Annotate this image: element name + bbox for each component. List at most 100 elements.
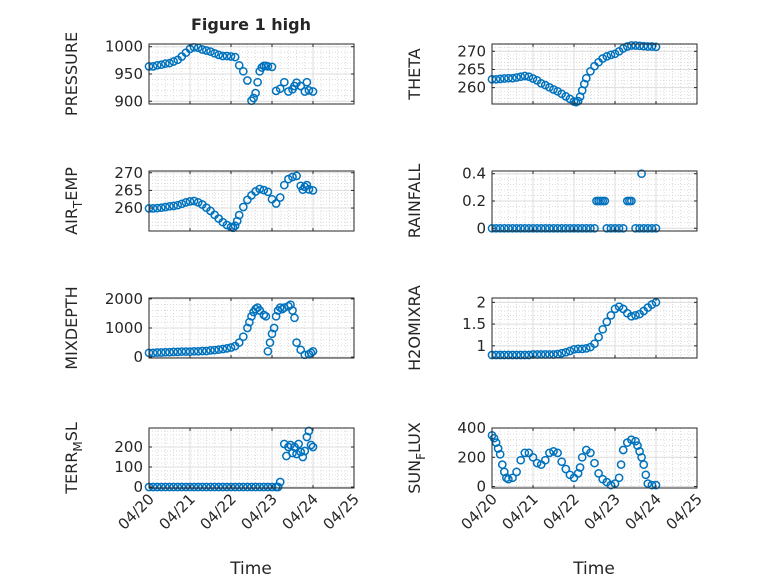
data-point [161, 347, 170, 357]
data-point [156, 348, 166, 357]
data-point [553, 448, 562, 458]
data-point [586, 448, 595, 458]
data-point [156, 60, 166, 70]
data-point [169, 201, 178, 211]
data-point [230, 52, 240, 62]
data-point [512, 73, 521, 82]
data-series [487, 41, 661, 107]
data-point [598, 324, 608, 334]
data-point [618, 44, 628, 53]
data-point [631, 311, 640, 320]
data-point [269, 323, 279, 333]
data-point [156, 482, 166, 492]
data-point [275, 84, 285, 94]
data-point [639, 460, 649, 469]
data-point [218, 344, 228, 354]
data-point [502, 473, 511, 483]
data-point [238, 202, 248, 212]
data-point [275, 303, 285, 312]
data-point [290, 313, 299, 323]
data-point [181, 347, 191, 356]
data-point [296, 81, 306, 91]
data-point [294, 439, 303, 449]
data-point [540, 455, 550, 465]
data-point [247, 311, 256, 321]
data-point [627, 196, 636, 206]
subplot-mixdepth: 0 1000 2000 MIXDEPTH [62, 286, 355, 370]
data-point [189, 346, 199, 356]
y-tick-label: 0.2 [462, 192, 486, 210]
data-point [641, 470, 651, 480]
data-point [300, 87, 310, 96]
data-point [302, 77, 312, 87]
data-point [561, 464, 571, 474]
data-point [214, 482, 224, 492]
data-point [161, 202, 170, 212]
data-point [230, 221, 240, 231]
data-point [627, 435, 636, 445]
data-point [602, 223, 612, 233]
data-point [279, 180, 289, 190]
x-axis-label-right: Time [572, 559, 615, 579]
data-point [499, 74, 509, 83]
axes-box [491, 297, 698, 359]
data-point [226, 343, 236, 352]
data-point [631, 223, 640, 233]
data-point [253, 77, 262, 87]
data-point [499, 350, 509, 360]
data-point [606, 50, 616, 60]
axes-box [148, 170, 355, 232]
data-point [512, 350, 521, 360]
data-point [234, 338, 244, 347]
data-point [243, 482, 252, 492]
data-point [210, 48, 219, 58]
data-point [635, 41, 644, 51]
data-point [569, 344, 579, 354]
data-point [193, 482, 203, 492]
data-point [618, 445, 628, 455]
data-point [602, 52, 612, 61]
data-point [590, 458, 599, 468]
data-point [261, 311, 271, 321]
data-point [516, 72, 526, 82]
data-series [487, 430, 661, 490]
data-point [173, 347, 183, 357]
data-point [185, 197, 195, 206]
data-point [504, 223, 513, 233]
y-tick-label: 1000 [105, 319, 143, 337]
y-tick-label: 100 [114, 458, 143, 476]
data-point [214, 50, 224, 60]
y-axis-label: AIRTEMP [62, 167, 85, 235]
data-point [273, 482, 283, 492]
data-point [557, 457, 567, 467]
data-point [549, 223, 558, 233]
y-tick-label: 900 [114, 92, 143, 110]
subplot-h2omixra: 1 1.5 2 H2OMIXRA [405, 285, 698, 371]
plot-area [149, 428, 354, 488]
data-point [169, 482, 178, 492]
data-point [165, 482, 174, 492]
y-tick-label: 265 [457, 60, 486, 78]
data-point [581, 73, 591, 83]
data-point [286, 300, 295, 310]
data-point [210, 345, 219, 355]
data-point [304, 185, 314, 194]
data-point [561, 223, 571, 233]
data-point [249, 93, 258, 103]
y-tick-label: 200 [457, 448, 486, 466]
data-point [169, 347, 178, 357]
data-point [202, 46, 211, 55]
y-tick-label: 0.4 [462, 165, 486, 183]
data-point [267, 482, 277, 492]
data-point [520, 350, 530, 360]
data-point [173, 482, 183, 492]
data-point [637, 169, 646, 179]
y-axis-label: TERRMSL [62, 422, 85, 495]
data-point [259, 482, 269, 492]
data-point [581, 344, 591, 353]
y-tick-label: 950 [114, 65, 143, 83]
data-point [255, 482, 265, 492]
data-point [197, 482, 207, 492]
